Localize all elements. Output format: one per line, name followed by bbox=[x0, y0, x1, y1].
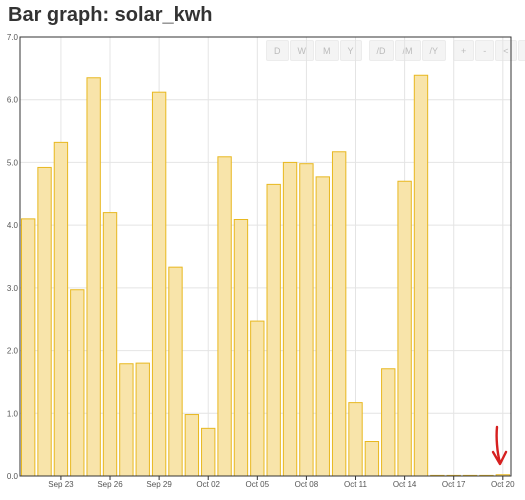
bar-oct-12 bbox=[364, 441, 380, 477]
x-tick-label: Sep 26 bbox=[97, 480, 123, 489]
bar-oct-04 bbox=[233, 218, 249, 477]
per-year-button[interactable]: /Y bbox=[421, 40, 447, 61]
bar-oct-15 bbox=[413, 74, 429, 477]
y-tick-label: 6.0 bbox=[7, 96, 19, 105]
zoom-in-button[interactable]: + bbox=[453, 40, 475, 61]
bar-sep-21 bbox=[21, 218, 36, 477]
bar-oct-02 bbox=[201, 427, 216, 477]
x-tick-label: Oct 20 bbox=[491, 480, 515, 489]
week-button[interactable]: W bbox=[289, 40, 314, 61]
bar-sep-23 bbox=[53, 141, 69, 477]
bar-oct-06 bbox=[266, 183, 281, 477]
bar-oct-11 bbox=[348, 402, 363, 477]
pan-right-button[interactable]: > bbox=[517, 40, 525, 61]
page-title: Bar graph: solar_kwh bbox=[8, 4, 213, 26]
x-tick-labels: Sep 23 Sep 26 Sep 29 Oct 02 Oct 05 Oct 08 Oct … bbox=[48, 480, 515, 489]
y-tick-label: 2.0 bbox=[7, 347, 19, 356]
y-tick-label: 5.0 bbox=[7, 158, 19, 167]
x-tick-label: Oct 14 bbox=[393, 480, 417, 489]
bar-sep-28 bbox=[135, 362, 150, 477]
y-tick-label: 3.0 bbox=[7, 284, 19, 293]
axes bbox=[19, 36, 512, 480]
bar-oct-10 bbox=[331, 151, 347, 477]
x-tick-label: Sep 29 bbox=[146, 480, 172, 489]
bar-oct-14 bbox=[397, 180, 412, 477]
y-tick-label: 7.0 bbox=[7, 33, 19, 42]
bar-sep-24 bbox=[70, 289, 85, 477]
red-arrow-annotation bbox=[491, 425, 508, 466]
bar-sep-25 bbox=[86, 77, 101, 477]
day-button[interactable]: D bbox=[266, 40, 289, 61]
zoom-out-button[interactable]: - bbox=[475, 40, 495, 61]
x-tick-label: Sep 23 bbox=[48, 480, 74, 489]
bars bbox=[21, 74, 510, 477]
bar-oct-09 bbox=[315, 176, 330, 477]
x-tick-label: Oct 11 bbox=[344, 480, 368, 489]
y-tick-label: 1.0 bbox=[7, 409, 19, 418]
bar-oct-08 bbox=[299, 163, 314, 477]
y-tick-labels: 0.0 1.0 2.0 3.0 4.0 5.0 6.0 7.0 bbox=[7, 33, 19, 481]
per-month-button[interactable]: /M bbox=[394, 40, 421, 61]
bar-sep-29 bbox=[151, 91, 167, 477]
bar-sep-22 bbox=[37, 166, 52, 477]
x-tick-label: Oct 08 bbox=[295, 480, 319, 489]
plot-frame bbox=[19, 36, 512, 477]
red-arrow-head bbox=[491, 450, 508, 466]
bar-sep-26 bbox=[102, 212, 118, 477]
bar-oct-13 bbox=[381, 368, 396, 477]
y-tick-label: 0.0 bbox=[7, 472, 19, 481]
red-arrow-shaft bbox=[495, 425, 502, 465]
bar-oct-01 bbox=[184, 414, 200, 477]
per-day-button[interactable]: /D bbox=[368, 40, 394, 61]
bar-oct-07 bbox=[282, 161, 298, 477]
bar-oct-05 bbox=[250, 320, 265, 477]
x-tick-label: Oct 02 bbox=[196, 480, 220, 489]
y-tick-label: 4.0 bbox=[7, 221, 19, 230]
bar-sep-30 bbox=[168, 266, 183, 477]
x-tick-label: Oct 05 bbox=[246, 480, 270, 489]
month-button[interactable]: M bbox=[315, 40, 339, 61]
bar-oct-03 bbox=[217, 156, 232, 477]
x-tick-label: Oct 17 bbox=[442, 480, 466, 489]
bar-sep-27 bbox=[119, 363, 134, 477]
